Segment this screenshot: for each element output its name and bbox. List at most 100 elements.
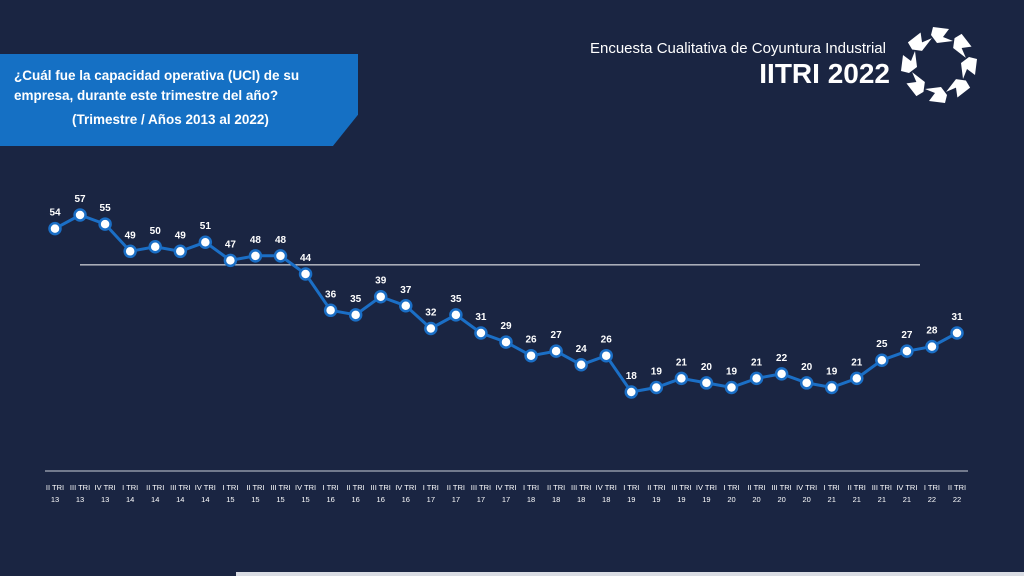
- data-point: [399, 299, 413, 313]
- x-tick-label-year: 15: [276, 495, 284, 504]
- data-label: 48: [250, 235, 262, 246]
- data-point: [323, 303, 338, 318]
- x-tick-label-year: 20: [802, 495, 810, 504]
- data-point: [774, 367, 789, 381]
- series-line: [54, 213, 958, 394]
- data-label: 35: [450, 294, 462, 305]
- data-label: 47: [225, 239, 237, 250]
- data-label: 44: [300, 253, 312, 264]
- arrows-circle-logo-icon: [901, 27, 977, 103]
- x-tick-label-year: 15: [251, 495, 259, 504]
- data-point: [373, 289, 388, 304]
- data-point: [148, 240, 162, 254]
- data-label: 26: [601, 335, 613, 346]
- data-point: [574, 358, 588, 372]
- data-label: 50: [150, 226, 162, 237]
- data-point: [900, 344, 914, 358]
- x-tick-label-quarter: I TRI: [122, 483, 138, 492]
- data-label: 48: [275, 235, 287, 246]
- x-tick-label-quarter: III TRI: [571, 483, 591, 492]
- x-tick-label-quarter: I TRI: [924, 483, 940, 492]
- data-point: [273, 249, 288, 263]
- x-tick-label-quarter: III TRI: [70, 483, 90, 492]
- x-tick-label-year: 17: [452, 495, 460, 504]
- data-point: [549, 344, 563, 358]
- x-tick-label-quarter: III TRI: [270, 483, 290, 492]
- data-point: [424, 321, 438, 336]
- data-label: 51: [200, 221, 212, 232]
- x-tick-label-year: 16: [402, 495, 410, 504]
- x-tick-label-year: 22: [953, 495, 961, 504]
- x-tick-label-year: 17: [477, 495, 485, 504]
- x-tick-label-quarter: III TRI: [371, 483, 391, 492]
- data-point: [674, 371, 689, 386]
- x-tick-label-quarter: II TRI: [347, 483, 365, 492]
- data-label: 36: [325, 289, 337, 300]
- x-tick-label-quarter: IV TRI: [495, 483, 516, 492]
- data-label: 19: [826, 366, 838, 377]
- x-tick-label-quarter: IV TRI: [395, 483, 416, 492]
- x-tick-label-year: 21: [828, 495, 836, 504]
- data-point: [73, 208, 87, 222]
- x-tick-label-quarter: III TRI: [170, 483, 190, 492]
- x-tick-label-year: 20: [752, 495, 760, 504]
- x-tick-label-year: 21: [878, 495, 886, 504]
- data-label: 20: [801, 362, 813, 373]
- data-label: 21: [751, 357, 763, 368]
- data-label: 49: [175, 230, 187, 241]
- x-tick-label-quarter: I TRI: [222, 483, 238, 492]
- data-label: 29: [500, 321, 512, 332]
- x-tick-label-quarter: II TRI: [547, 483, 565, 492]
- data-label: 32: [425, 307, 437, 318]
- x-tick-label-year: 13: [101, 495, 109, 504]
- x-tick-label-year: 19: [652, 495, 660, 504]
- data-point: [123, 244, 137, 259]
- data-point: [850, 371, 864, 386]
- x-tick-label-quarter: I TRI: [623, 483, 639, 492]
- data-label: 19: [726, 366, 738, 377]
- data-label: 24: [576, 344, 588, 355]
- x-tick-label-quarter: IV TRI: [796, 483, 817, 492]
- x-tick-label-year: 20: [777, 495, 785, 504]
- x-tick-label-year: 18: [602, 495, 610, 504]
- x-tick-label-quarter: I TRI: [723, 483, 739, 492]
- data-point: [98, 217, 112, 231]
- x-tick-label-quarter: II TRI: [46, 483, 64, 492]
- x-tick-label-year: 16: [326, 495, 334, 504]
- data-point: [499, 335, 513, 349]
- data-point: [474, 326, 488, 340]
- data-point: [875, 353, 889, 367]
- data-point: [449, 308, 463, 322]
- x-tick-label-year: 13: [76, 495, 84, 504]
- x-tick-label-year: 19: [627, 495, 635, 504]
- question-text: ¿Cuál fue la capacidad operativa (UCI) d…: [14, 68, 300, 103]
- x-tick-label-quarter: IV TRI: [295, 483, 316, 492]
- data-point: [799, 376, 814, 390]
- x-tick-label-year: 15: [301, 495, 309, 504]
- data-point: [48, 221, 62, 236]
- x-tick-label-quarter: III TRI: [671, 483, 691, 492]
- x-tick-label-year: 14: [201, 495, 209, 504]
- x-tick-label-year: 21: [903, 495, 911, 504]
- x-tick-label-quarter: II TRI: [146, 483, 164, 492]
- data-label: 28: [926, 326, 938, 337]
- data-point: [599, 348, 613, 363]
- x-tick-label-year: 20: [727, 495, 735, 504]
- data-label: 57: [74, 194, 86, 205]
- data-point: [749, 371, 764, 386]
- x-tick-label-quarter: IV TRI: [95, 483, 116, 492]
- data-point: [950, 326, 964, 340]
- x-tick-label-year: 14: [126, 495, 134, 504]
- x-tick-label-quarter: IV TRI: [596, 483, 617, 492]
- data-point: [824, 380, 839, 395]
- data-point: [173, 244, 188, 259]
- x-tick-label-year: 14: [151, 495, 159, 504]
- data-point: [624, 385, 639, 399]
- x-tick-label-year: 19: [677, 495, 685, 504]
- x-tick-label-year: 18: [527, 495, 535, 504]
- data-label: 21: [676, 357, 688, 368]
- x-tick-label-quarter: II TRI: [747, 483, 765, 492]
- x-tick-label-quarter: IV TRI: [195, 483, 216, 492]
- x-tick-label-year: 19: [702, 495, 710, 504]
